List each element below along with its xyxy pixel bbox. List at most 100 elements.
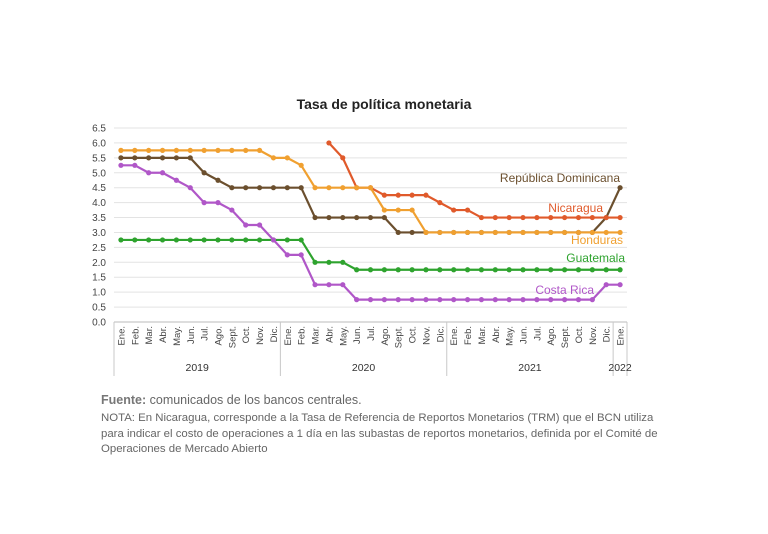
x-tick-label: Ene. — [616, 326, 627, 346]
data-point — [284, 237, 290, 243]
data-point — [146, 147, 152, 153]
data-point — [118, 237, 124, 243]
data-point — [506, 297, 512, 303]
data-point — [340, 185, 346, 191]
x-tick-label: Abr. — [158, 326, 169, 343]
series-line — [120, 238, 621, 271]
data-point — [298, 185, 304, 191]
data-point — [506, 214, 512, 221]
data-point — [270, 237, 277, 243]
data-point — [243, 185, 249, 191]
data-point — [409, 297, 415, 303]
data-point — [187, 237, 193, 243]
data-point — [312, 185, 318, 191]
data-point — [464, 297, 471, 303]
data-point — [451, 229, 457, 236]
data-point — [562, 214, 568, 221]
data-point — [215, 147, 221, 153]
data-point — [575, 297, 582, 303]
x-tick-label: Jun. — [352, 326, 363, 344]
x-tick-label: Dic. — [602, 326, 613, 342]
x-tick-label: Ago. — [380, 326, 391, 346]
data-point — [423, 192, 429, 198]
data-point — [478, 267, 485, 273]
data-point — [423, 267, 429, 273]
data-point — [298, 237, 304, 243]
data-point — [229, 185, 235, 191]
data-point — [215, 177, 221, 183]
data-point — [617, 267, 623, 273]
x-tick-label: Ago. — [213, 326, 224, 346]
data-point — [562, 267, 568, 273]
x-tick-label: Nov. — [421, 326, 432, 345]
data-point — [312, 282, 318, 288]
data-point — [492, 229, 498, 236]
data-point — [589, 297, 595, 303]
data-point — [298, 162, 304, 168]
gridlines — [114, 127, 627, 323]
data-point — [367, 214, 374, 221]
y-tick-label: 6.0 — [92, 138, 106, 149]
x-tick-label: Dic. — [435, 326, 446, 342]
data-point — [589, 267, 595, 273]
y-tick-label: 0.0 — [92, 318, 106, 329]
data-point — [409, 207, 415, 213]
y-tick-label: 4.0 — [92, 198, 106, 209]
data-point — [395, 267, 401, 273]
data-point — [520, 297, 526, 303]
data-point — [492, 297, 498, 303]
y-tick-label: 5.0 — [92, 168, 106, 179]
data-point — [173, 177, 179, 183]
data-point — [617, 229, 623, 236]
x-axis: Ene. Feb. Mar. Abr. May. Jun. Jul. Ago. Sept. Oct… — [113, 322, 632, 376]
y-tick-label: 2.0 — [92, 258, 106, 269]
source-text: comunicados de los bancos centrales. — [146, 393, 362, 407]
x-tick-label: Ago. — [546, 326, 557, 346]
data-point — [395, 229, 401, 236]
data-point — [589, 229, 595, 236]
x-tick-label: Jun. — [186, 326, 197, 344]
data-point — [451, 297, 457, 303]
x-tick-label: Abr. — [324, 326, 335, 343]
y-tick-label: 4.5 — [92, 183, 106, 194]
x-tick-label: May. — [338, 326, 349, 346]
data-point — [423, 297, 429, 303]
data-point — [478, 297, 485, 303]
data-point — [520, 229, 526, 236]
y-tick-label: 5.5 — [92, 153, 106, 164]
data-point — [256, 147, 263, 153]
series-labels: República Dominicana Nicaragua Honduras Gua… — [500, 171, 625, 297]
data-point — [437, 297, 443, 303]
data-point — [548, 267, 554, 273]
data-point — [451, 267, 457, 273]
series-label: Guatemala — [566, 251, 625, 265]
data-point — [367, 297, 374, 303]
series-line — [328, 142, 621, 219]
data-point — [187, 147, 193, 153]
x-tick-label: Feb. — [130, 326, 141, 345]
data-point — [395, 192, 401, 198]
data-point — [118, 162, 124, 168]
data-point — [173, 237, 179, 243]
data-point — [464, 267, 471, 273]
data-point — [284, 252, 290, 258]
data-point — [575, 267, 582, 273]
year-label: 2020 — [352, 362, 376, 374]
data-point — [256, 185, 263, 191]
data-point — [492, 214, 498, 221]
data-point — [187, 155, 193, 161]
x-tick-label: Nov. — [255, 326, 266, 345]
data-point — [146, 155, 152, 161]
data-point — [603, 214, 609, 221]
data-point — [132, 147, 138, 153]
data-point — [437, 200, 443, 206]
data-point — [548, 297, 554, 303]
data-point — [284, 155, 290, 161]
year-label: 2019 — [186, 362, 210, 374]
data-point — [326, 214, 332, 221]
data-point — [506, 229, 512, 236]
year-label: 2021 — [518, 362, 542, 374]
data-point — [270, 155, 277, 161]
x-tick-label: Dic. — [269, 326, 280, 342]
data-point — [340, 214, 346, 221]
